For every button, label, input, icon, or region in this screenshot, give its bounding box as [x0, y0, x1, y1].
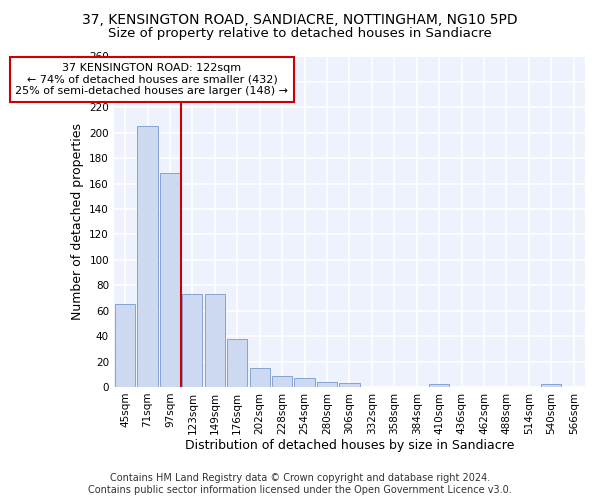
Text: 37 KENSINGTON ROAD: 122sqm  
← 74% of detached houses are smaller (432)
25% of s: 37 KENSINGTON ROAD: 122sqm ← 74% of deta…	[16, 63, 289, 96]
Bar	[182, 294, 202, 387]
Bar	[340, 383, 359, 387]
Bar	[429, 384, 449, 387]
Text: 37, KENSINGTON ROAD, SANDIACRE, NOTTINGHAM, NG10 5PD: 37, KENSINGTON ROAD, SANDIACRE, NOTTINGH…	[82, 12, 518, 26]
Bar	[160, 174, 180, 387]
Bar	[295, 378, 314, 387]
Y-axis label: Number of detached properties: Number of detached properties	[71, 123, 83, 320]
Bar	[137, 126, 158, 387]
X-axis label: Distribution of detached houses by size in Sandiacre: Distribution of detached houses by size …	[185, 440, 514, 452]
Text: Size of property relative to detached houses in Sandiacre: Size of property relative to detached ho…	[108, 28, 492, 40]
Bar	[205, 294, 225, 387]
Bar	[227, 338, 247, 387]
Text: Contains HM Land Registry data © Crown copyright and database right 2024.
Contai: Contains HM Land Registry data © Crown c…	[88, 474, 512, 495]
Bar	[250, 368, 270, 387]
Bar	[272, 376, 292, 387]
Bar	[115, 304, 135, 387]
Bar	[541, 384, 562, 387]
Bar	[317, 382, 337, 387]
